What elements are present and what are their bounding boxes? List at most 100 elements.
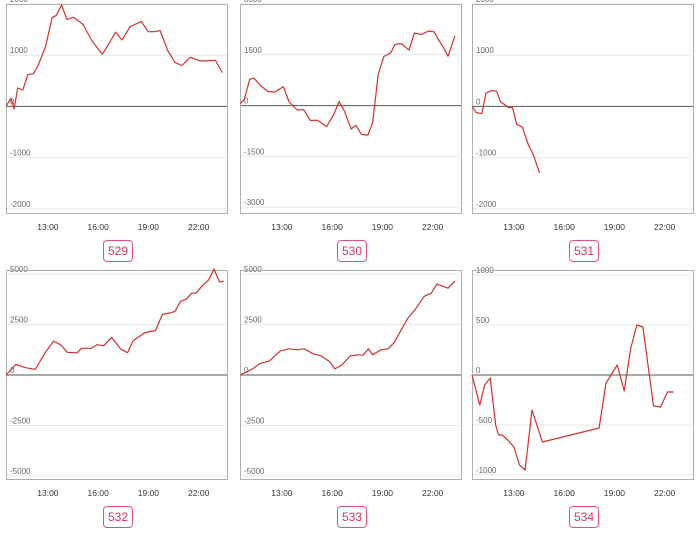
data-point bbox=[108, 43, 109, 44]
data-point bbox=[485, 93, 486, 94]
data-point bbox=[133, 340, 134, 341]
line-chart-532: 5000 2500 0 -2500 -5000 13:00 16:00 19:00 22:00 bbox=[5, 265, 228, 498]
data-point bbox=[181, 65, 182, 66]
data-point bbox=[280, 350, 281, 351]
chart-id-badge[interactable]: 534 bbox=[569, 506, 600, 528]
x-tick-label: 22:00 bbox=[654, 488, 676, 498]
x-tick-label: 19:00 bbox=[138, 222, 160, 232]
data-point bbox=[531, 409, 532, 410]
data-point bbox=[81, 348, 82, 349]
data-point bbox=[454, 281, 455, 282]
y-tick-label: -5000 bbox=[10, 467, 31, 476]
chart-id-badge[interactable]: 531 bbox=[569, 240, 600, 262]
data-point bbox=[149, 331, 150, 332]
data-point bbox=[408, 50, 409, 51]
data-point bbox=[15, 364, 16, 365]
y-tick-label: 0 bbox=[10, 366, 15, 375]
data-point bbox=[341, 364, 342, 365]
data-point bbox=[368, 348, 369, 349]
data-point bbox=[96, 344, 97, 345]
data-point bbox=[512, 107, 513, 108]
data-point bbox=[111, 337, 112, 338]
data-point bbox=[38, 65, 39, 66]
x-tick-label: 13:00 bbox=[271, 488, 293, 498]
data-point bbox=[476, 112, 477, 113]
plot-frame bbox=[240, 4, 462, 214]
y-tick-label: 2000 bbox=[10, 0, 28, 4]
chart-id-badge[interactable]: 533 bbox=[337, 506, 368, 528]
y-tick-label: 2000 bbox=[476, 0, 494, 4]
data-point bbox=[53, 341, 54, 342]
data-point bbox=[508, 107, 509, 108]
chart-panel-532: 5000 2500 0 -2500 -5000 13:00 16:00 19:00 22:00 … bbox=[5, 265, 228, 528]
x-tick-label: 16:00 bbox=[554, 488, 576, 498]
data-point bbox=[599, 427, 600, 428]
data-point bbox=[207, 60, 208, 61]
chart-id-badge[interactable]: 532 bbox=[103, 506, 134, 528]
data-point bbox=[653, 405, 654, 406]
y-tick-label: -2000 bbox=[10, 200, 31, 209]
data-point bbox=[630, 348, 631, 349]
data-point bbox=[283, 86, 284, 87]
data-point bbox=[414, 33, 415, 34]
data-point bbox=[380, 349, 381, 350]
data-point bbox=[479, 404, 480, 405]
y-tick-label: 500 bbox=[476, 316, 490, 325]
data-point bbox=[362, 355, 363, 356]
data-point bbox=[495, 424, 496, 425]
y-tick-label: 2500 bbox=[10, 316, 28, 325]
data-point bbox=[223, 281, 224, 282]
chart-panel-531: 200010000-1000-200013:0016:0019:0022:00 … bbox=[471, 0, 694, 262]
y-tick-label: 3000 bbox=[244, 0, 262, 4]
chart-id-badge[interactable]: 529 bbox=[103, 240, 134, 262]
x-tick-label: 19:00 bbox=[372, 488, 394, 498]
chart-id-badge[interactable]: 530 bbox=[337, 240, 368, 262]
x-tick-label: 22:00 bbox=[422, 488, 444, 498]
x-tick-label: 19:00 bbox=[138, 488, 160, 498]
data-point bbox=[253, 78, 254, 79]
data-point bbox=[539, 172, 540, 173]
data-point bbox=[502, 434, 503, 435]
data-point bbox=[215, 60, 216, 61]
data-point bbox=[372, 122, 373, 123]
data-point bbox=[673, 391, 674, 392]
data-point bbox=[115, 32, 116, 33]
line-chart-530: 3000 1500 0 -1500 -3000 13:00 16:00 19:00 22:00 bbox=[239, 0, 462, 232]
data-point bbox=[144, 332, 145, 333]
x-tick-label: 16:00 bbox=[88, 488, 110, 498]
data-point bbox=[513, 446, 514, 447]
data-point bbox=[56, 15, 57, 16]
data-point bbox=[303, 109, 304, 110]
data-point bbox=[45, 352, 46, 353]
data-point bbox=[490, 377, 491, 378]
x-tick-label: 13:00 bbox=[503, 488, 525, 498]
data-point bbox=[344, 111, 345, 112]
data-point bbox=[367, 135, 368, 136]
data-point bbox=[83, 24, 84, 25]
data-point bbox=[320, 355, 321, 356]
series-line bbox=[5, 4, 223, 110]
data-point bbox=[288, 101, 289, 102]
x-tick-label: 22:00 bbox=[422, 222, 444, 232]
y-tick-label: 1000 bbox=[476, 46, 494, 55]
data-point bbox=[447, 288, 448, 289]
data-point bbox=[357, 354, 358, 355]
y-tick-label: -1000 bbox=[476, 466, 497, 475]
data-point bbox=[35, 369, 36, 370]
data-point bbox=[249, 79, 250, 80]
data-point bbox=[428, 31, 429, 32]
data-point bbox=[269, 360, 270, 361]
data-point bbox=[339, 101, 340, 102]
data-point bbox=[500, 101, 501, 102]
x-tick-label: 13:00 bbox=[271, 222, 293, 232]
y-tick-label: -1500 bbox=[244, 147, 265, 156]
data-point bbox=[350, 355, 351, 356]
data-point bbox=[14, 108, 15, 109]
data-point bbox=[636, 324, 637, 325]
data-point bbox=[394, 44, 395, 45]
data-point bbox=[120, 348, 121, 349]
data-point bbox=[73, 17, 74, 18]
data-point bbox=[454, 35, 455, 36]
data-point bbox=[471, 374, 472, 375]
